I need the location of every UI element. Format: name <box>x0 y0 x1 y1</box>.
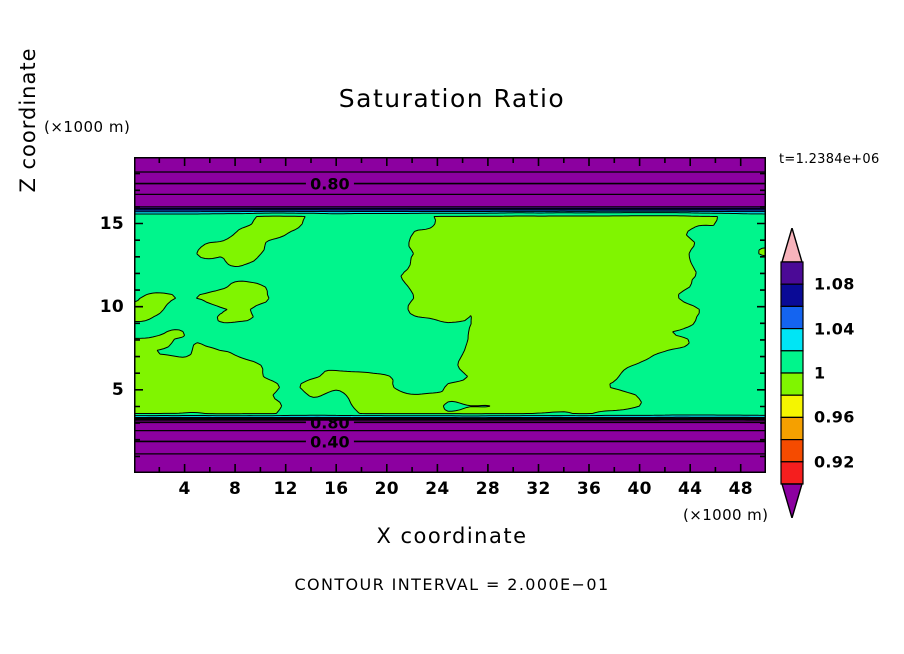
y-axis-title: Z coordinate <box>16 0 40 270</box>
colorbar-tick-label: 1.04 <box>814 319 855 338</box>
colorbar-tick-label: 0.92 <box>814 452 855 471</box>
x-tick-label: 32 <box>526 479 550 499</box>
x-tick-label: 44 <box>678 479 702 499</box>
x-tick-label: 20 <box>375 479 399 499</box>
colorbar <box>780 228 804 518</box>
colorbar-tick-label: 0.96 <box>814 408 855 427</box>
x-tick-label: 48 <box>729 479 753 499</box>
colorbar-tick-label: 1.08 <box>814 275 855 294</box>
x-axis-title: X coordinate <box>0 524 904 548</box>
contour-label: 0.80 <box>310 175 349 194</box>
x-tick-label: 12 <box>274 479 298 499</box>
y-tick-label: 5 <box>84 380 124 400</box>
x-tick-label: 4 <box>178 479 190 499</box>
x-tick-label: 36 <box>577 479 601 499</box>
y-axis-unit-label: (×1000 m) <box>44 118 130 136</box>
contour-label: 0.40 <box>310 432 349 451</box>
contour-interval-note: CONTOUR INTERVAL = 2.000E−01 <box>0 575 904 594</box>
y-tick-label: 15 <box>84 214 124 234</box>
x-tick-label: 8 <box>229 479 241 499</box>
x-tick-label: 40 <box>627 479 651 499</box>
x-tick-label: 28 <box>476 479 500 499</box>
y-tick-label: 10 <box>84 297 124 317</box>
colorbar-tick-label: 1 <box>814 364 825 383</box>
page-title: Saturation Ratio <box>0 84 904 113</box>
timestamp-label: t=1.2384e+06 <box>779 152 880 167</box>
x-axis-unit-label: (×1000 m) <box>683 506 768 524</box>
contour-plot: 0.80 0.80 0.40 <box>134 157 766 473</box>
x-tick-label: 24 <box>425 479 449 499</box>
x-tick-label: 16 <box>324 479 348 499</box>
contour-label: 0.80 <box>310 413 349 432</box>
